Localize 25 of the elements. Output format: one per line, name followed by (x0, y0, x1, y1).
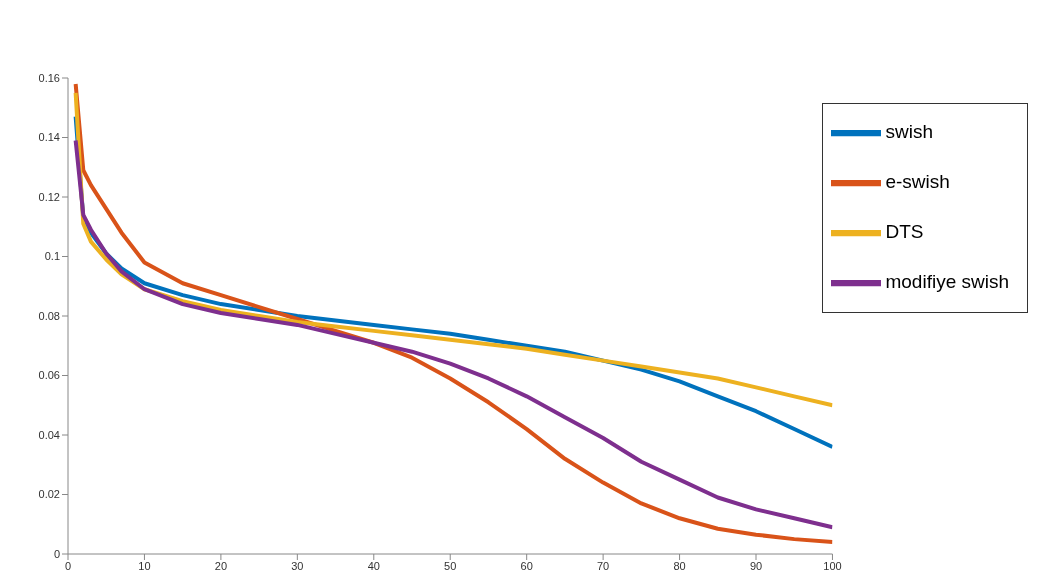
legend-label: swish (885, 121, 933, 143)
y-tick-label: 0 (53, 547, 60, 560)
x-tick-label: 0 (64, 559, 72, 572)
x-tick-label: 40 (367, 559, 380, 572)
x-tick-label: 70 (596, 559, 610, 572)
line-series (73, 138, 833, 530)
y-tick-label: 0.04 (38, 428, 60, 441)
y-tick-label: 0.02 (38, 488, 60, 501)
y-tick-label: 0.06 (38, 369, 60, 382)
y-tick-label: 0.1 (44, 250, 60, 263)
y-tick-label: 0.14 (38, 131, 60, 144)
x-tick-label: 50 (444, 559, 457, 572)
x-tick-label: 30 (291, 559, 304, 572)
x-tick-label: 60 (520, 559, 533, 572)
x-tick-label: 80 (673, 559, 686, 572)
y-tick-label: 0.12 (38, 190, 60, 203)
x-tick-label: 20 (214, 559, 228, 572)
x-tick-label: 10 (138, 559, 151, 572)
x-tick-label: 90 (749, 559, 763, 572)
x-tick-label: 100 (823, 559, 842, 572)
y-tick-label: 0.16 (38, 71, 60, 84)
legend-label: modifiye swish (885, 271, 1009, 293)
y-tick-label: 0.08 (38, 309, 60, 322)
legend-label: DTS (885, 221, 924, 243)
legend-label: e-swish (885, 171, 950, 193)
